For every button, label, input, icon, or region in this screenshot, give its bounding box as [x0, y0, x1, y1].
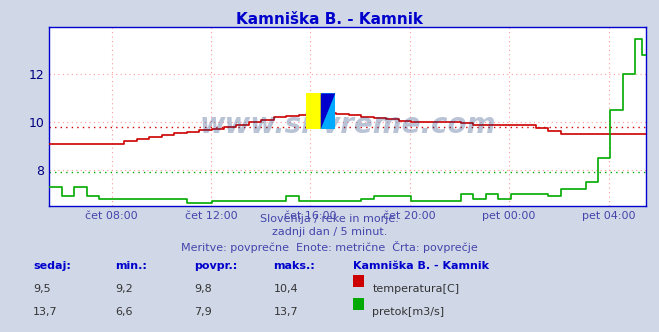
Text: 13,7: 13,7 [273, 307, 298, 317]
Bar [321, 94, 335, 129]
Text: sedaj:: sedaj: [33, 261, 71, 271]
Text: maks.:: maks.: [273, 261, 315, 271]
Text: Meritve: povprečne  Enote: metrične  Črta: povprečje: Meritve: povprečne Enote: metrične Črta:… [181, 241, 478, 253]
Text: 9,2: 9,2 [115, 284, 133, 294]
Text: 9,5: 9,5 [33, 284, 51, 294]
Text: Kamniška B. - Kamnik: Kamniška B. - Kamnik [236, 12, 423, 27]
Text: Slovenija / reke in morje.: Slovenija / reke in morje. [260, 214, 399, 224]
Text: 10,4: 10,4 [273, 284, 298, 294]
Text: www.si-vreme.com: www.si-vreme.com [200, 111, 496, 139]
Text: temperatura[C]: temperatura[C] [372, 284, 459, 294]
Text: pretok[m3/s]: pretok[m3/s] [372, 307, 444, 317]
Text: zadnji dan / 5 minut.: zadnji dan / 5 minut. [272, 227, 387, 237]
Text: povpr.:: povpr.: [194, 261, 238, 271]
Polygon shape [321, 94, 335, 129]
Text: Kamniška B. - Kamnik: Kamniška B. - Kamnik [353, 261, 488, 271]
Text: 7,9: 7,9 [194, 307, 212, 317]
Text: 13,7: 13,7 [33, 307, 57, 317]
Text: min.:: min.: [115, 261, 147, 271]
Bar [306, 94, 321, 129]
Text: 9,8: 9,8 [194, 284, 212, 294]
Text: 6,6: 6,6 [115, 307, 133, 317]
